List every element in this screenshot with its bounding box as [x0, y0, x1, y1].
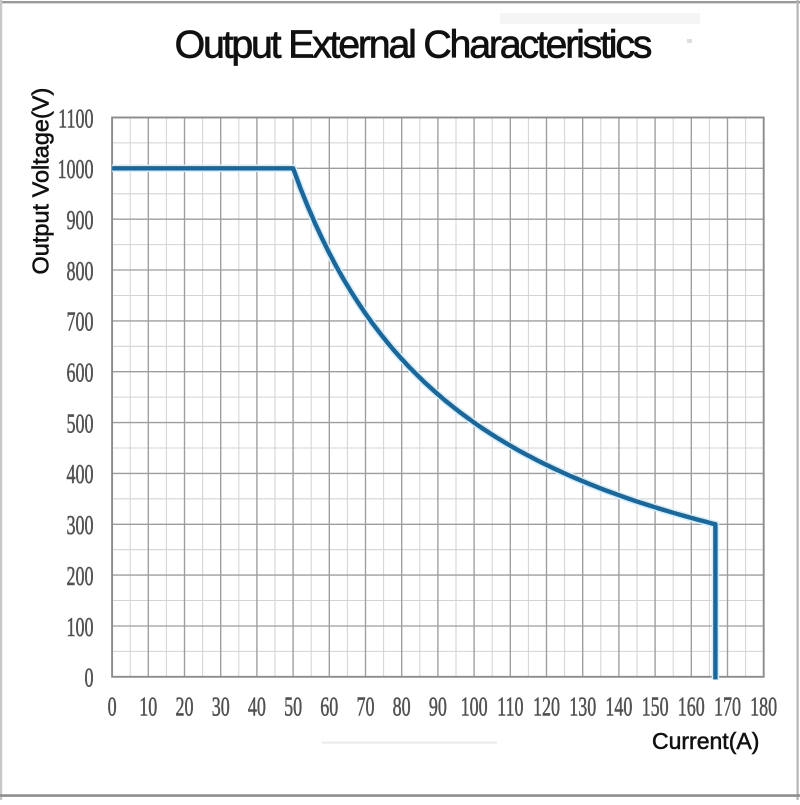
svg-text:180: 180 [750, 692, 777, 723]
svg-text:300: 300 [67, 510, 94, 541]
svg-text:100: 100 [67, 612, 94, 643]
svg-text:40: 40 [248, 692, 266, 723]
svg-text:700: 700 [67, 307, 94, 338]
svg-text:70: 70 [357, 692, 375, 723]
svg-text:600: 600 [67, 358, 94, 389]
svg-text:0: 0 [108, 692, 117, 723]
svg-text:20: 20 [175, 692, 193, 723]
svg-text:120: 120 [533, 692, 560, 723]
svg-text:170: 170 [714, 692, 741, 723]
svg-text:400: 400 [67, 460, 94, 491]
svg-text:140: 140 [605, 692, 632, 723]
svg-text:160: 160 [678, 692, 705, 723]
svg-text:200: 200 [67, 561, 94, 592]
svg-text:900: 900 [67, 205, 94, 236]
svg-text:0: 0 [85, 663, 94, 694]
svg-text:500: 500 [67, 409, 94, 440]
svg-text:130: 130 [569, 692, 596, 723]
svg-text:800: 800 [67, 256, 94, 287]
svg-text:50: 50 [284, 692, 302, 723]
svg-text:30: 30 [212, 692, 230, 723]
svg-text:80: 80 [393, 692, 411, 723]
svg-text:1000: 1000 [58, 154, 94, 185]
svg-text:90: 90 [429, 692, 447, 723]
svg-text:Output External Characteristic: Output External Characteristics [175, 22, 652, 66]
svg-text:Output Voltage(V): Output Voltage(V) [28, 88, 54, 275]
svg-text:1100: 1100 [58, 104, 93, 135]
svg-text:100: 100 [461, 692, 488, 723]
svg-text:10: 10 [139, 692, 157, 723]
svg-text:110: 110 [497, 692, 523, 723]
svg-text:150: 150 [642, 692, 669, 723]
svg-text:60: 60 [320, 692, 338, 723]
svg-text:Current(A): Current(A) [652, 728, 759, 754]
